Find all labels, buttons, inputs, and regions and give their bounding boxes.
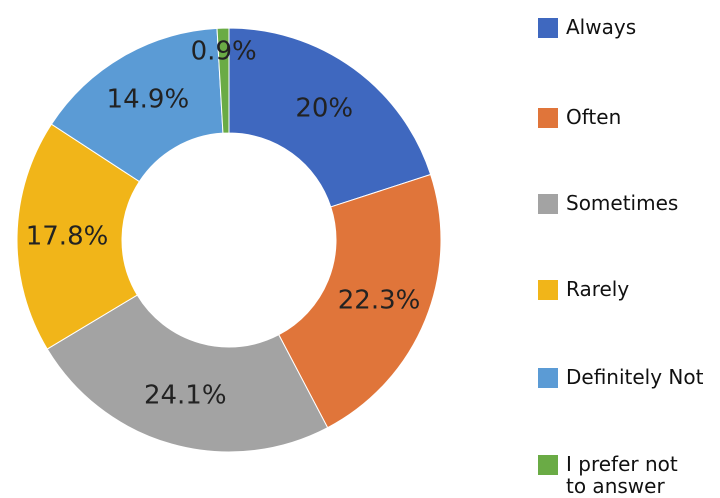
legend-item: Always <box>538 16 718 38</box>
legend-item: Definitely Not <box>538 366 718 388</box>
data-label: 17.8% <box>26 221 109 251</box>
legend-label: Always <box>566 15 637 39</box>
legend-label: Definitely Not <box>566 365 704 389</box>
legend-swatch <box>538 455 558 475</box>
data-label: 20% <box>295 93 353 123</box>
legend-swatch <box>538 368 558 388</box>
slice <box>16 123 141 350</box>
legend-label: Sometimes <box>566 191 679 215</box>
legend-swatch <box>538 108 558 128</box>
legend-item: Sometimes <box>538 192 718 214</box>
data-label: 0.9% <box>191 37 257 67</box>
legend-label: I prefer not to answer <box>566 452 678 498</box>
slice <box>228 27 432 208</box>
legend-item: Rarely <box>538 278 718 300</box>
legend-swatch <box>538 18 558 38</box>
data-label: 22.3% <box>338 286 421 316</box>
data-label: 24.1% <box>144 380 227 410</box>
legend-item: Often <box>538 106 718 128</box>
legend-swatch <box>538 280 558 300</box>
slice <box>278 173 442 429</box>
legend-label: Rarely <box>566 277 630 301</box>
legend-item: I prefer not to answer <box>538 453 718 497</box>
legend-swatch <box>538 194 558 214</box>
slice <box>46 294 329 453</box>
data-label: 14.9% <box>107 84 190 114</box>
slice <box>50 27 224 183</box>
chart: 20% 22.3% 24.1% 17.8% 14.9%0.9% <box>16 27 442 453</box>
slice <box>216 27 230 134</box>
legend-label: Often <box>566 105 622 129</box>
